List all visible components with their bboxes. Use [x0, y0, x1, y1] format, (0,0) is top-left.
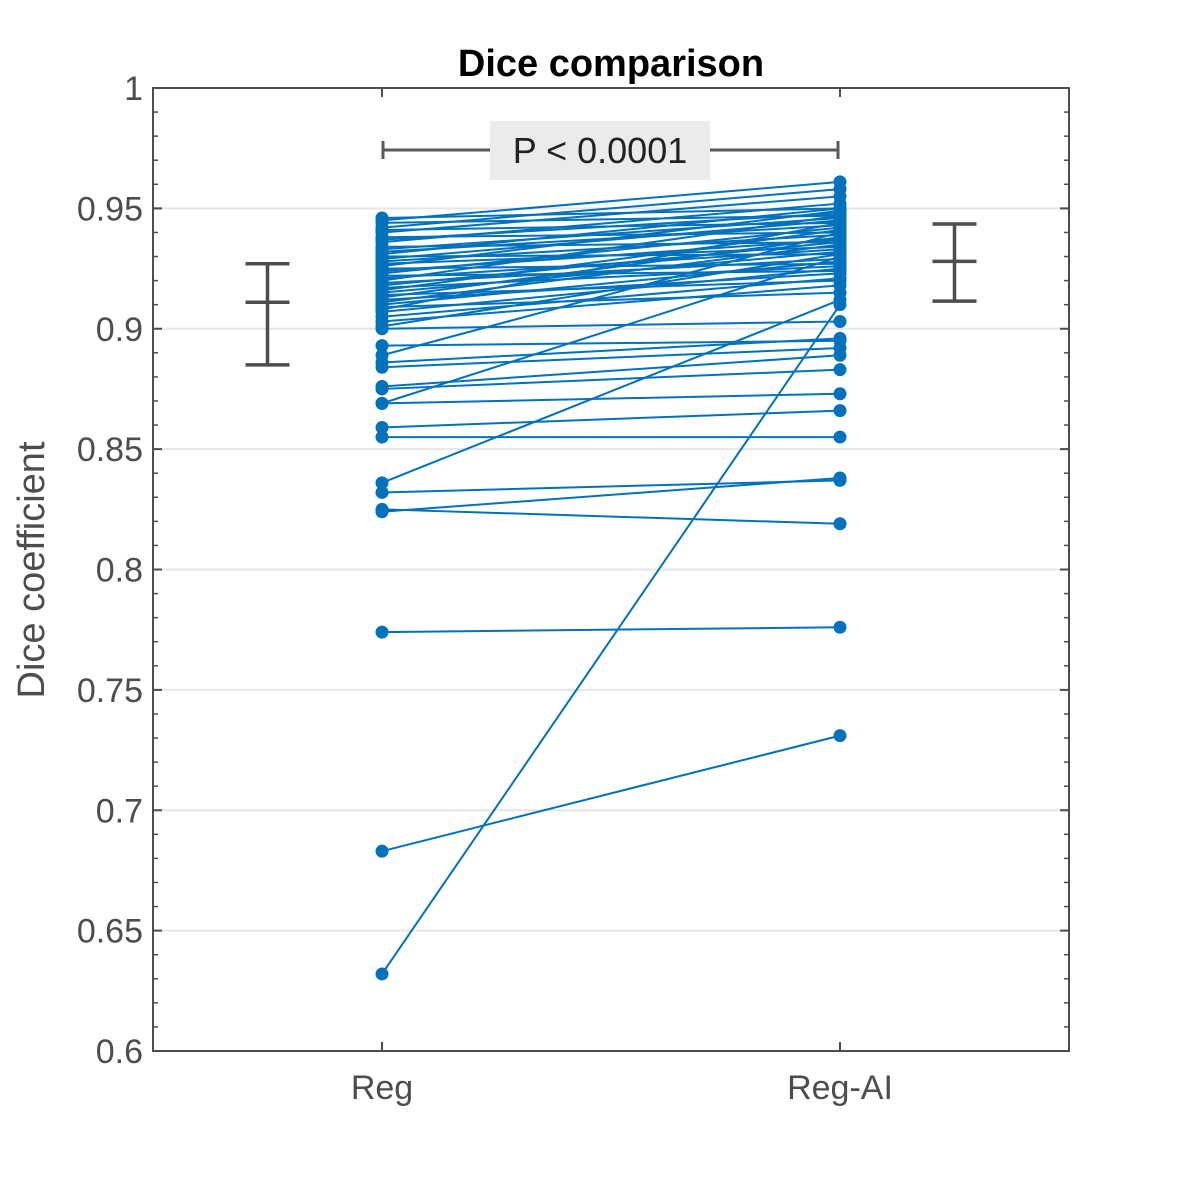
reg-point	[375, 476, 389, 490]
reg-ai-point	[833, 620, 847, 634]
pair-segment	[381, 339, 841, 347]
pair-segment	[381, 409, 841, 429]
y-tick-label: 0.8	[96, 552, 143, 590]
reg-point	[375, 967, 389, 981]
pair-segment	[381, 231, 841, 239]
reg-ai-point	[833, 235, 847, 249]
pair-segment	[381, 207, 841, 220]
pair-line	[375, 298, 847, 981]
pair-segment	[381, 255, 841, 405]
error-bar-reg-ai	[932, 222, 977, 303]
reg-ai-point	[833, 517, 847, 531]
chart-title: Dice comparison	[458, 43, 764, 85]
pair-segment	[381, 477, 841, 513]
pair-segment	[381, 257, 841, 285]
pair-line	[375, 430, 847, 444]
reg-ai-point	[833, 473, 847, 487]
reg-ai-point	[833, 225, 847, 239]
x-tick-label: Reg	[351, 1069, 413, 1107]
pair-line	[375, 404, 847, 434]
reg-ai-point	[833, 315, 847, 329]
pair-segment	[381, 221, 841, 232]
reg-point	[375, 485, 389, 499]
reg-ai-point	[833, 363, 847, 377]
pair-segment	[381, 262, 841, 270]
pair-segment	[381, 392, 841, 405]
y-axis-label: Dice coefficient	[11, 441, 53, 698]
reg-ai-point	[833, 201, 847, 215]
pair-segment	[381, 347, 841, 369]
error-bar-reg	[245, 261, 290, 367]
pair-line	[375, 341, 847, 374]
pair-segment	[381, 224, 841, 253]
y-tick-label: 0.7	[96, 792, 143, 830]
pair-segment	[381, 479, 841, 494]
pair-segment	[381, 231, 841, 357]
pair-segment	[381, 272, 841, 301]
pair-segment	[381, 734, 841, 853]
reg-point	[375, 625, 389, 639]
y-tick-label: 0.95	[77, 190, 143, 228]
pair-segment	[381, 508, 841, 525]
pair-line	[375, 729, 847, 858]
p-value-label: P < 0.0001	[513, 130, 688, 171]
pair-segment	[381, 626, 841, 634]
reg-ai-point	[833, 247, 847, 261]
pair-segment	[381, 260, 841, 306]
reg-ai-point	[833, 286, 847, 300]
pair-segment	[381, 354, 841, 388]
pair-segment	[381, 269, 841, 277]
pair-segment	[381, 368, 841, 390]
y-tick-label: 0.9	[96, 311, 143, 349]
reg-point	[375, 339, 389, 353]
reg-ai-point	[833, 404, 847, 418]
reg-point	[375, 396, 389, 410]
y-tick-label: 0.85	[77, 431, 143, 469]
pair-segment	[381, 265, 841, 289]
reg-ai-point	[833, 334, 847, 348]
pair-segment	[381, 277, 841, 318]
y-tick-label: 0.6	[96, 1033, 143, 1071]
reg-point	[375, 430, 389, 444]
pair-segment	[381, 279, 841, 297]
pair-segment	[381, 195, 841, 234]
pair-segment	[381, 241, 841, 248]
reg-ai-point	[833, 175, 847, 189]
reg-ai-point	[833, 274, 847, 288]
pair-line	[375, 473, 847, 499]
pair-segment	[381, 250, 841, 294]
pair-line	[375, 201, 847, 225]
reg-point	[375, 348, 389, 362]
pair-segment	[381, 253, 841, 258]
y-tick-label: 0.75	[77, 672, 143, 710]
pair-segment	[381, 320, 841, 330]
reg-ai-point	[833, 430, 847, 444]
pair-segment	[381, 298, 841, 484]
pair-line	[375, 334, 847, 353]
y-tick-label: 0.65	[77, 913, 143, 951]
reg-ai-point	[833, 729, 847, 743]
pair-line	[375, 620, 847, 639]
reg-point	[375, 844, 389, 858]
significance-bracket: P < 0.0001	[381, 121, 840, 180]
reg-point	[375, 380, 389, 394]
pair-segment	[381, 291, 841, 309]
pair-segment	[381, 219, 841, 260]
reg-ai-point	[833, 257, 847, 271]
reg-point	[375, 211, 389, 225]
x-tick-label: Reg-AI	[787, 1069, 893, 1107]
pair-segment	[381, 214, 841, 224]
reg-point	[375, 505, 389, 519]
y-tick-label: 1	[124, 70, 143, 108]
pair-segment	[381, 180, 841, 222]
pair-segment	[381, 304, 841, 975]
pair-segment	[381, 284, 841, 323]
pair-segment	[381, 236, 841, 299]
reg-point	[375, 420, 389, 434]
reg-ai-point	[833, 387, 847, 401]
